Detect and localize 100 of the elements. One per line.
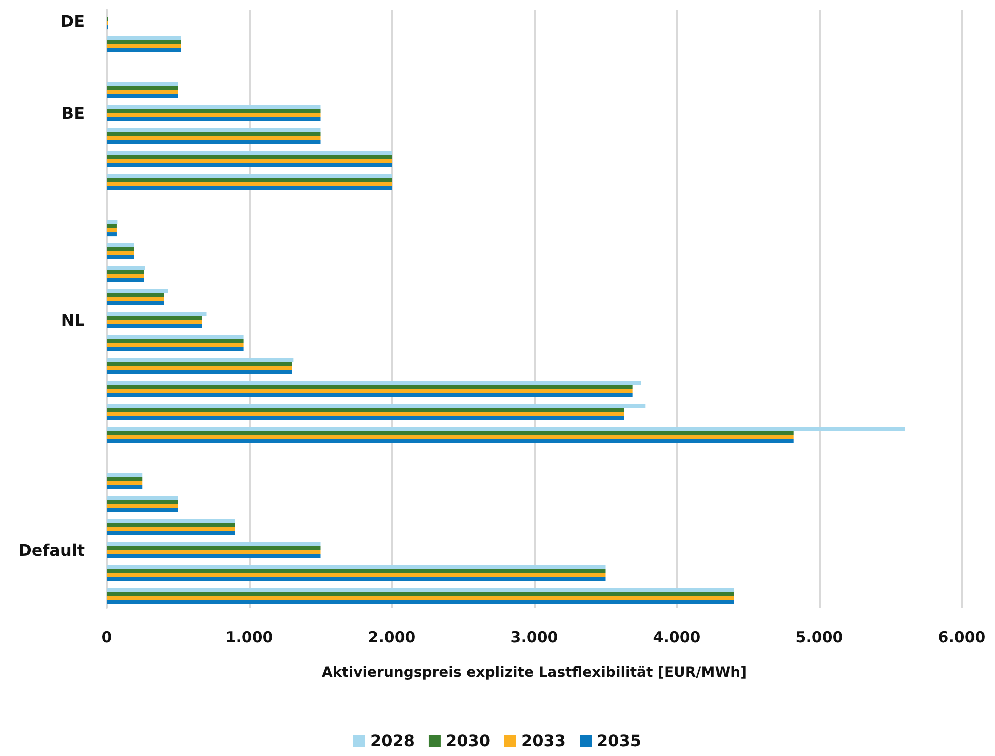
bar — [107, 362, 292, 366]
x-tick-label: 4.000 — [653, 628, 701, 646]
bar — [107, 44, 182, 49]
bar — [107, 565, 606, 570]
x-tick-label: 2.000 — [368, 628, 416, 646]
bar — [107, 496, 178, 500]
bar — [107, 578, 606, 582]
bar — [107, 274, 144, 279]
bar — [107, 114, 321, 118]
bar — [107, 408, 624, 412]
legend-label: 2035 — [597, 732, 642, 750]
bar — [107, 381, 642, 386]
bar — [107, 232, 117, 237]
bar — [107, 228, 117, 233]
bar — [107, 224, 117, 228]
bar — [107, 339, 244, 344]
bar — [107, 574, 606, 578]
bar — [107, 128, 321, 132]
bar — [107, 109, 321, 114]
legend-label: 2030 — [446, 732, 490, 750]
bar — [107, 36, 182, 40]
bar — [107, 247, 134, 252]
bar — [107, 270, 144, 274]
bar — [107, 404, 646, 408]
bar — [107, 151, 392, 156]
bar — [107, 316, 202, 320]
bar — [107, 385, 633, 390]
bar — [107, 390, 633, 394]
bar — [107, 220, 118, 224]
bar — [107, 105, 321, 110]
x-tick-label: 1.000 — [226, 628, 274, 646]
y-tick-label: DE — [60, 12, 85, 31]
bar — [107, 155, 392, 160]
bar — [107, 519, 236, 524]
bar — [107, 532, 236, 536]
bar — [107, 344, 244, 348]
x-axis-title: Aktivierungspreis explizite Lastflexibilität [EUR/MWh] — [322, 665, 748, 681]
bar — [107, 436, 794, 440]
bar — [107, 186, 392, 191]
bar — [107, 348, 244, 352]
bar — [107, 358, 294, 362]
bar — [107, 140, 321, 145]
bar — [107, 569, 606, 574]
bar — [107, 289, 168, 294]
bar — [107, 293, 164, 298]
bar — [107, 528, 236, 532]
bar — [107, 278, 144, 283]
bar — [107, 335, 244, 340]
bar — [107, 312, 207, 316]
bar — [107, 523, 236, 528]
bar — [107, 394, 633, 398]
y-tick-label: Default — [18, 541, 86, 560]
bar — [107, 302, 164, 306]
bar — [107, 243, 134, 248]
bar — [107, 132, 321, 136]
bar — [107, 486, 143, 490]
legend-label: 2033 — [522, 732, 566, 750]
bar — [107, 592, 734, 596]
bar — [107, 298, 164, 302]
bar — [107, 48, 182, 53]
bar — [107, 427, 905, 432]
bar — [107, 431, 794, 436]
bar — [107, 370, 292, 375]
bar — [107, 508, 178, 513]
bar — [107, 546, 321, 550]
bar — [107, 252, 134, 256]
bar — [107, 600, 734, 605]
bar — [107, 440, 794, 444]
bar — [107, 182, 392, 187]
bar — [107, 164, 392, 168]
bar — [107, 90, 178, 95]
x-tick-label: 0 — [102, 628, 112, 646]
bar — [107, 82, 178, 86]
bar — [107, 477, 143, 482]
bar — [107, 550, 321, 555]
bar — [107, 588, 734, 592]
bar — [107, 118, 321, 122]
bar — [107, 178, 392, 182]
bar — [107, 256, 134, 260]
bar — [107, 473, 143, 478]
legend-label: 2028 — [370, 732, 415, 750]
y-tick-label: BE — [62, 104, 85, 123]
bar — [107, 500, 178, 504]
bar — [107, 542, 321, 546]
bar — [107, 596, 734, 601]
bar — [107, 266, 146, 270]
x-tick-label: 5.000 — [796, 628, 844, 646]
bar — [107, 174, 392, 178]
bar — [107, 412, 624, 417]
x-tick-label: 6.000 — [938, 628, 986, 646]
bar — [107, 554, 321, 559]
bar — [107, 94, 178, 99]
bar — [107, 504, 178, 509]
x-tick-label: 3.000 — [510, 628, 558, 646]
bar — [107, 86, 178, 90]
bar — [107, 160, 392, 164]
bar — [107, 136, 321, 141]
y-tick-label: NL — [61, 311, 85, 330]
bar — [107, 320, 202, 325]
bar — [107, 416, 624, 421]
